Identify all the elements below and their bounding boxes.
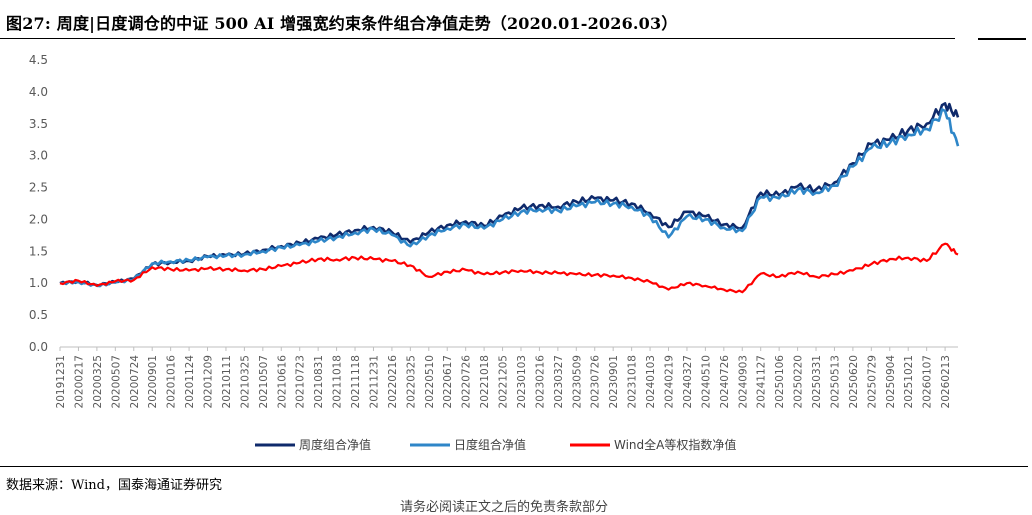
x-tick-label: 20200724 — [129, 355, 141, 409]
x-tick-label: 20260213 — [940, 355, 952, 408]
x-tick-label: 20220726 — [461, 355, 473, 409]
x-tick-label: 20240903 — [737, 355, 749, 408]
x-tick-label: 20240103 — [645, 355, 657, 408]
y-tick-label: 0.0 — [29, 340, 48, 354]
x-tick-label: 20250620 — [848, 355, 860, 408]
x-tick-label: 20230726 — [590, 355, 602, 409]
x-tick-label: 20240327 — [682, 355, 694, 408]
x-tick-label: 20251021 — [903, 355, 915, 408]
x-tick-label: 20230327 — [553, 355, 565, 408]
title-divider-accent — [978, 38, 1026, 40]
x-tick-label: 20260107 — [922, 355, 934, 408]
legend-label: Wind全A等权指数净值 — [614, 437, 736, 452]
y-tick-label: 0.5 — [29, 308, 48, 322]
x-tick-label: 20191231 — [55, 355, 67, 408]
x-tick-label: 20250904 — [885, 355, 897, 409]
x-tick-label: 20200325 — [92, 355, 104, 408]
x-tick-label: 20230509 — [571, 355, 583, 408]
x-tick-label: 20240510 — [700, 355, 712, 408]
chart-title: 图27: 周度|日度调仓的中证 500 AI 增强宽约束条件组合净值走势（202… — [6, 14, 678, 33]
x-tick-label: 20230216 — [534, 355, 546, 409]
y-tick-label: 1.5 — [29, 244, 48, 258]
x-axis: 20191231 20200217 20200325 20200507 20200724… — [55, 346, 958, 409]
x-tick-label: 20200901 — [147, 355, 159, 408]
y-tick-label: 3.0 — [29, 149, 48, 163]
x-tick-label: 20210507 — [258, 355, 270, 408]
x-tick-label: 20201209 — [203, 355, 215, 408]
x-tick-label: 20201124 — [184, 355, 196, 409]
x-tick-label: 20210111 — [221, 355, 233, 408]
title-divider — [0, 38, 955, 39]
series-layer — [59, 102, 960, 294]
x-tick-label: 20210616 — [276, 355, 288, 409]
x-tick-label: 20220510 — [424, 355, 436, 408]
x-tick-label: 20231018 — [627, 355, 639, 408]
x-tick-label: 20250331 — [811, 355, 823, 408]
series-line-3 — [59, 242, 959, 294]
data-source-note: 数据来源：Wind，国泰海通证券研究 — [6, 478, 222, 493]
x-tick-label: 20240219 — [664, 355, 676, 408]
series-line-2 — [60, 108, 960, 288]
y-axis: 0.0 0.5 1.0 1.5 2.0 2.5 3.0 3.5 4.0 4.5 — [29, 53, 48, 354]
legend-label: 日度组合净值 — [454, 437, 526, 452]
y-tick-label: 4.5 — [29, 53, 48, 67]
y-tick-label: 3.5 — [29, 117, 48, 131]
x-tick-label: 20211118 — [350, 355, 362, 408]
y-tick-label: 2.0 — [29, 212, 48, 226]
legend: 周度组合净值 日度组合净值 Wind全A等权指数净值 — [255, 437, 736, 452]
x-tick-label: 20220325 — [405, 355, 417, 408]
x-tick-label: 20201016 — [166, 355, 178, 409]
x-tick-label: 20250513 — [829, 355, 841, 408]
disclaimer-footer: 请务必阅读正文之后的免责条款部分 — [400, 500, 609, 515]
x-tick-label: 20211231 — [368, 355, 380, 408]
x-tick-label: 20220617 — [442, 355, 454, 408]
y-tick-label: 1.0 — [29, 276, 48, 290]
x-tick-label: 20221018 — [479, 355, 491, 408]
x-tick-label: 20220216 — [387, 355, 399, 409]
x-tick-label: 20221205 — [498, 355, 510, 408]
line-chart: 0.00.51.01.52.02.53.03.54.04.5 20191231 2… — [29, 53, 960, 452]
x-tick-label: 20250220 — [793, 355, 805, 408]
x-tick-label: 20210723 — [295, 355, 307, 408]
x-tick-label: 20250106 — [774, 355, 786, 409]
y-tick-label: 2.5 — [29, 181, 48, 195]
x-tick-label: 20250729 — [866, 355, 878, 408]
y-tick-label: 4.0 — [29, 85, 48, 99]
x-tick-label: 20211018 — [332, 355, 344, 408]
x-tick-label: 20241127 — [756, 355, 768, 408]
x-tick-label: 20230103 — [516, 355, 528, 408]
x-tick-label: 20230901 — [608, 355, 620, 408]
source-divider — [0, 466, 1028, 467]
x-tick-label: 20200507 — [110, 355, 122, 408]
x-tick-label: 20240726 — [719, 355, 731, 409]
legend-label: 周度组合净值 — [299, 437, 371, 452]
x-tick-label: 20200217 — [73, 355, 85, 408]
x-tick-label: 20210325 — [239, 355, 251, 408]
x-tick-label: 20210831 — [313, 355, 325, 408]
